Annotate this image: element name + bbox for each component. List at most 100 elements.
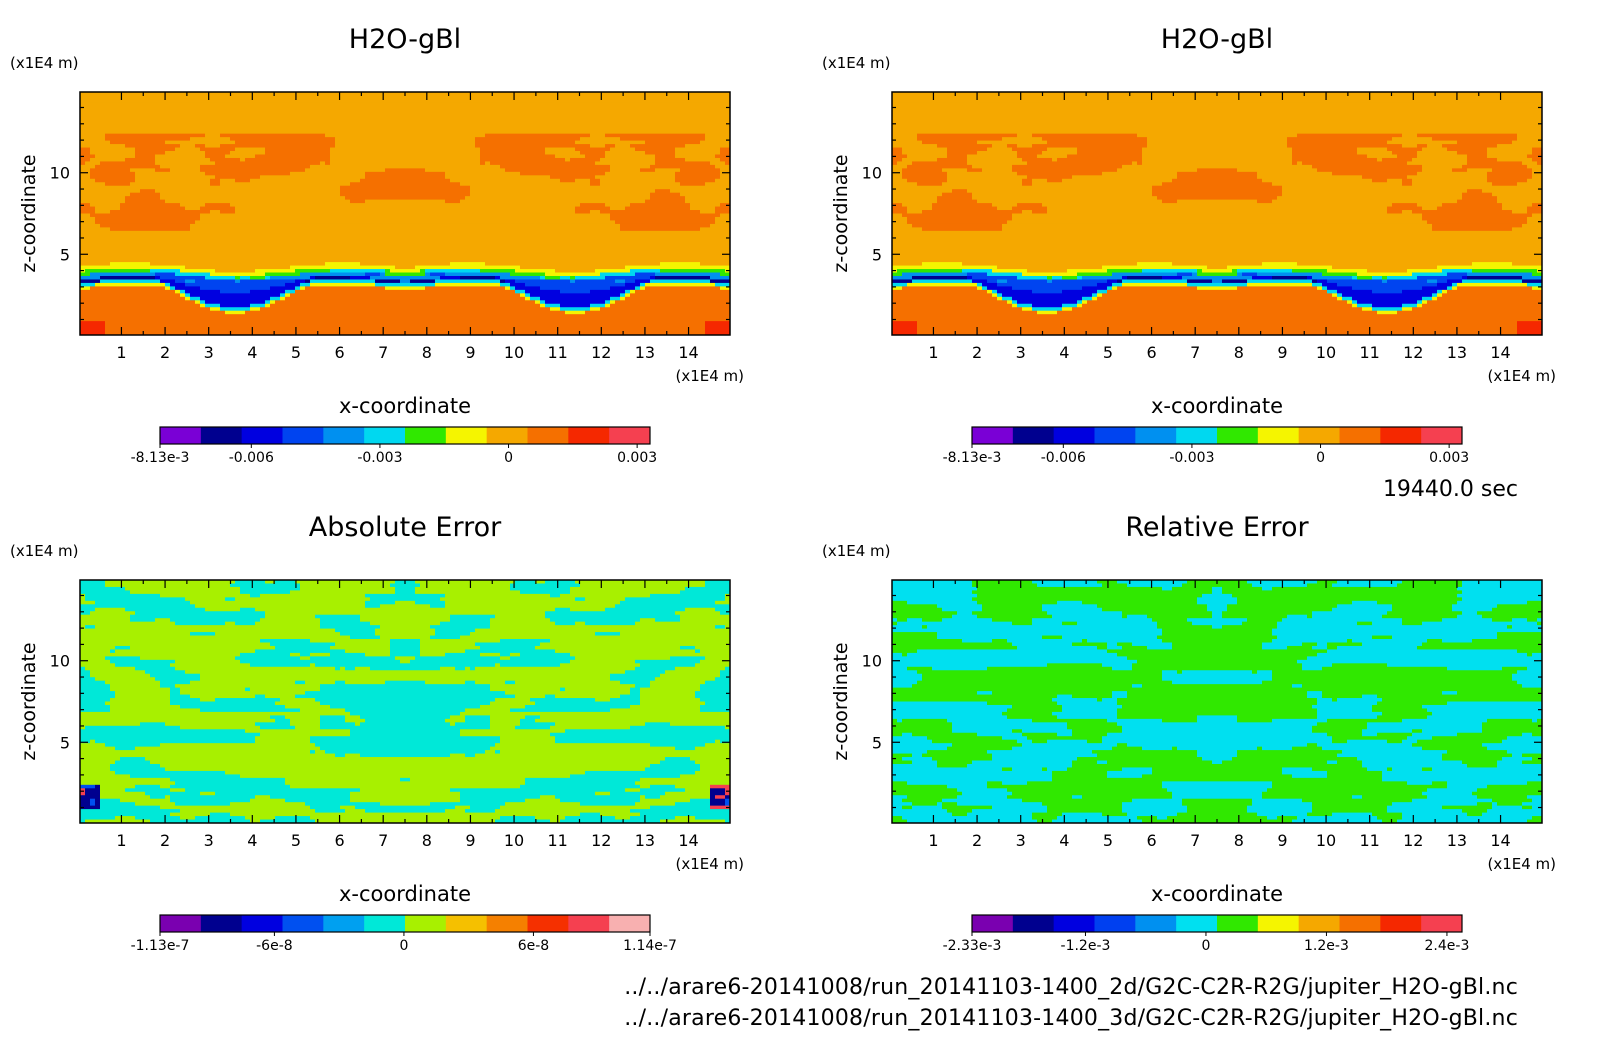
heatmap-cell (340, 324, 346, 329)
heatmap-cell (360, 286, 366, 291)
heatmap-cell (95, 307, 101, 312)
heatmap-cell (370, 168, 376, 173)
heatmap-cell (305, 213, 311, 218)
heatmap-cell (380, 321, 386, 326)
heatmap-cell (85, 130, 91, 135)
heatmap-cell (265, 262, 271, 267)
heatmap-cell (85, 272, 91, 277)
heatmap-cell (100, 171, 106, 176)
heatmap-cell (325, 286, 331, 291)
heatmap-cell (360, 272, 366, 277)
heatmap-cell (245, 310, 251, 315)
heatmap-cell (270, 300, 276, 305)
heatmap-cell (240, 102, 246, 107)
heatmap-cell (205, 255, 211, 260)
heatmap-cell (250, 102, 256, 107)
heatmap-cell (255, 154, 261, 159)
heatmap-cell (380, 262, 386, 267)
heatmap-cell (420, 265, 426, 270)
heatmap-cell (280, 262, 286, 267)
heatmap-cell (420, 275, 426, 281)
heatmap-cell (375, 296, 381, 301)
heatmap-cell (125, 230, 131, 235)
heatmap-cell (160, 300, 166, 305)
heatmap-cell (320, 105, 326, 110)
heatmap-cell (315, 255, 321, 260)
heatmap-cell (130, 102, 136, 107)
heatmap-cell (435, 126, 441, 131)
heatmap-cell (385, 265, 391, 270)
heatmap-cell (265, 296, 271, 301)
heatmap-cell (275, 109, 281, 114)
heatmap-cell (275, 321, 281, 326)
heatmap-cell (205, 199, 211, 204)
heatmap-cell (95, 251, 101, 256)
heatmap-cell (380, 275, 386, 281)
heatmap-cell (305, 223, 311, 228)
heatmap-cell (325, 300, 331, 305)
heatmap-cell (320, 230, 326, 235)
heatmap-cell (265, 144, 271, 149)
heatmap-cell (110, 161, 116, 166)
heatmap-cell (360, 168, 366, 173)
heatmap-cell (225, 275, 231, 281)
heatmap-cell (165, 175, 171, 180)
heatmap-cell (165, 223, 171, 228)
heatmap-cell (365, 95, 371, 100)
heatmap-cell (195, 102, 201, 107)
heatmap-cell (360, 255, 366, 260)
heatmap-cell (100, 248, 106, 253)
heatmap-cell (110, 157, 116, 163)
heatmap-cell (320, 164, 326, 169)
heatmap-cell (180, 92, 186, 97)
heatmap-cell (410, 223, 416, 228)
heatmap-cell (150, 251, 156, 256)
heatmap-cell (175, 175, 181, 180)
heatmap-cell (315, 324, 321, 329)
heatmap-cell (390, 244, 396, 249)
heatmap-cell (310, 227, 316, 232)
heatmap-cell (160, 279, 166, 284)
heatmap-cell (295, 185, 301, 190)
heatmap-cell (305, 293, 311, 298)
heatmap-cell (115, 95, 121, 100)
heatmap-cell (305, 151, 311, 156)
heatmap-cell (260, 331, 266, 335)
heatmap-cell (375, 112, 381, 117)
heatmap-cell (110, 203, 116, 208)
heatmap-cell (380, 241, 386, 246)
heatmap-cell (300, 324, 306, 329)
heatmap-cell (250, 314, 256, 319)
heatmap-cell (405, 199, 411, 204)
heatmap-cell (105, 251, 111, 256)
heatmap-cell (265, 234, 271, 239)
heatmap-cell (335, 151, 341, 156)
heatmap-cell (405, 119, 411, 124)
heatmap-cell (235, 272, 241, 277)
heatmap-cell (425, 102, 431, 107)
heatmap-cell (110, 331, 116, 335)
heatmap-cell (300, 206, 306, 211)
heatmap-cell (415, 275, 421, 281)
heatmap-cell (125, 237, 131, 242)
heatmap-cell (215, 275, 221, 281)
heatmap-cell (220, 220, 226, 225)
heatmap-cell (410, 293, 416, 298)
heatmap-cell (180, 255, 186, 260)
heatmap-cell (235, 223, 241, 228)
heatmap-cell (390, 154, 396, 159)
heatmap-cell (130, 321, 136, 326)
heatmap-cell (190, 220, 196, 225)
heatmap-cell (170, 126, 176, 131)
heatmap-cell (325, 223, 331, 228)
heatmap-cell (275, 151, 281, 156)
heatmap-cell (360, 164, 366, 169)
heatmap-cell (285, 244, 291, 249)
heatmap-cell (200, 279, 206, 284)
heatmap-cell (175, 265, 181, 270)
heatmap-cell (130, 178, 136, 183)
heatmap-cell (375, 154, 381, 159)
heatmap-cell (200, 140, 206, 145)
heatmap-cell (185, 251, 191, 256)
heatmap-cell (100, 324, 106, 329)
